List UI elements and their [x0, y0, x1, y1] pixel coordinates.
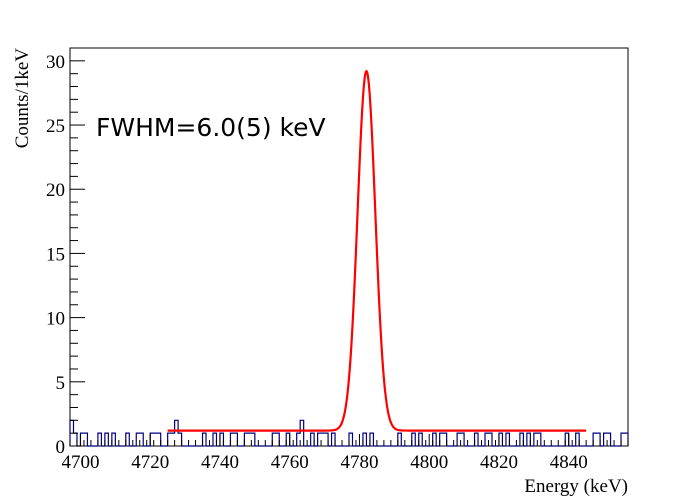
y-tick-label: 25 [46, 116, 65, 137]
x-tick-label: 4820 [480, 452, 518, 473]
x-tick-label: 4800 [410, 452, 448, 473]
x-tick-label: 4740 [201, 452, 239, 473]
fwhm-annotation: FWHM=6.0(5) keV [96, 113, 326, 142]
x-tick-label: 4760 [271, 452, 309, 473]
y-tick-label: 15 [46, 244, 65, 265]
tick-layer: 0 5 10 15 20 25 30 4700 4720 4740 4760 4780 4800 4820… [46, 47, 629, 473]
y-axis-title: Counts/1keV [12, 48, 33, 149]
y-tick-label: 20 [46, 180, 65, 201]
x-tick-label: 4700 [61, 452, 99, 473]
y-tick-label: 0 [56, 437, 66, 458]
fit-curve [167, 69, 587, 432]
histogram-series [69, 419, 629, 447]
y-tick-label: 5 [56, 373, 66, 394]
x-tick-label: 4840 [550, 452, 588, 473]
histogram-layer [69, 419, 629, 447]
x-tick-label: 4780 [340, 452, 378, 473]
x-tick-label: 4720 [131, 452, 169, 473]
y-tick-label: 10 [46, 309, 65, 330]
x-axis-title: Energy (keV) [524, 476, 628, 497]
fit-layer [167, 69, 587, 432]
y-tick-label: 30 [46, 52, 65, 73]
